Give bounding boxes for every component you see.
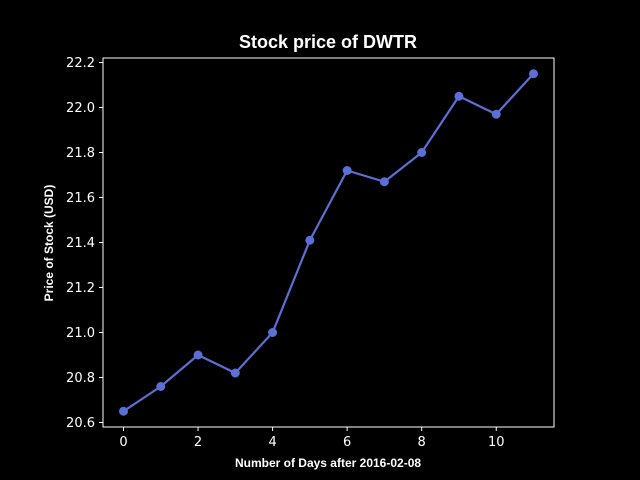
y-tick-label: 21.2	[66, 281, 95, 296]
series-line	[122, 73, 535, 413]
x-tick-label: 2	[194, 435, 202, 450]
y-tick-label: 22.0	[66, 101, 95, 116]
data-point	[454, 91, 464, 101]
x-tick-label: 4	[268, 435, 276, 450]
series-layer	[119, 69, 538, 416]
data-point	[230, 368, 240, 378]
plot-frame	[102, 57, 555, 428]
data-point	[342, 166, 352, 175]
data-point	[379, 177, 389, 187]
x-axis: 0 2 4 6 8 10	[119, 427, 505, 450]
y-tick-label: 21.0	[66, 326, 95, 341]
x-tick-label: 8	[418, 435, 426, 450]
x-tick-label: 0	[119, 435, 127, 450]
y-tick-label: 21.8	[66, 146, 95, 161]
y-axis-label: Price of Stock (USD)	[42, 185, 56, 302]
y-tick-label: 20.6	[66, 416, 95, 431]
x-axis-label: Number of Days after 2016-02-08	[235, 456, 421, 470]
y-axis: 20.6 20.8 21.0 21.2 21.4 21.6 21.8 22.0 22.2	[66, 56, 103, 431]
data-point	[268, 328, 278, 337]
data-point	[119, 406, 128, 416]
data-point	[305, 235, 315, 245]
chart-title: Stock price of DWTR	[239, 32, 417, 52]
data-point	[156, 382, 166, 391]
y-tick-label: 21.4	[66, 236, 95, 251]
x-tick-label: 6	[343, 435, 351, 450]
data-point	[491, 109, 501, 119]
data-point	[193, 350, 203, 360]
y-tick-label: 21.6	[66, 191, 95, 206]
y-tick-label: 20.8	[66, 371, 95, 386]
x-tick-label: 10	[488, 435, 505, 450]
data-point	[417, 148, 427, 157]
data-point	[529, 69, 538, 79]
y-tick-label: 22.2	[66, 56, 95, 71]
